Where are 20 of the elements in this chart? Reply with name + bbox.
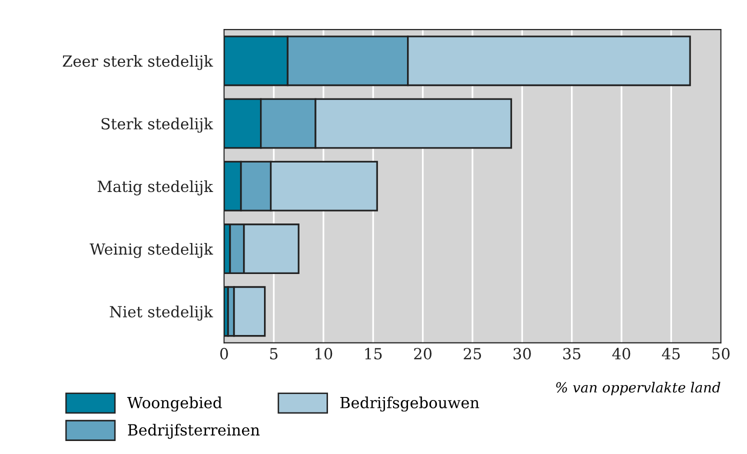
x-tick-label: 40 bbox=[612, 348, 630, 360]
x-tick-label: 15 bbox=[365, 348, 382, 360]
x-tick-label: 50 bbox=[712, 348, 730, 360]
x-axis-title: % van oppervlakte land bbox=[556, 382, 720, 396]
y-tick-label: Matig stedelijk bbox=[98, 180, 214, 196]
x-tick-label: 5 bbox=[270, 348, 278, 360]
y-tick-label: Sterk stedelijk bbox=[102, 118, 214, 133]
x-tick-label: 25 bbox=[464, 348, 482, 360]
x-tick-label: 10 bbox=[316, 348, 332, 360]
y-tick-label: Zeer sterk stedelijk bbox=[62, 55, 214, 70]
x-tick-label: 20 bbox=[414, 348, 432, 360]
x-tick-label: 45 bbox=[662, 348, 680, 360]
x-tick-label: 35 bbox=[563, 348, 580, 360]
x-tick-label: 0 bbox=[220, 348, 228, 360]
legend-label: Bedrijfsterreinen bbox=[128, 424, 260, 439]
y-tick-label: Niet stedelijk bbox=[110, 306, 214, 321]
legend-label: Bedrijfsgebouwen bbox=[340, 396, 480, 412]
x-tick-label: 30 bbox=[514, 348, 531, 360]
y-tick-label: Weinig stedelijk bbox=[90, 242, 214, 258]
legend-label: Woongebied bbox=[127, 396, 222, 412]
